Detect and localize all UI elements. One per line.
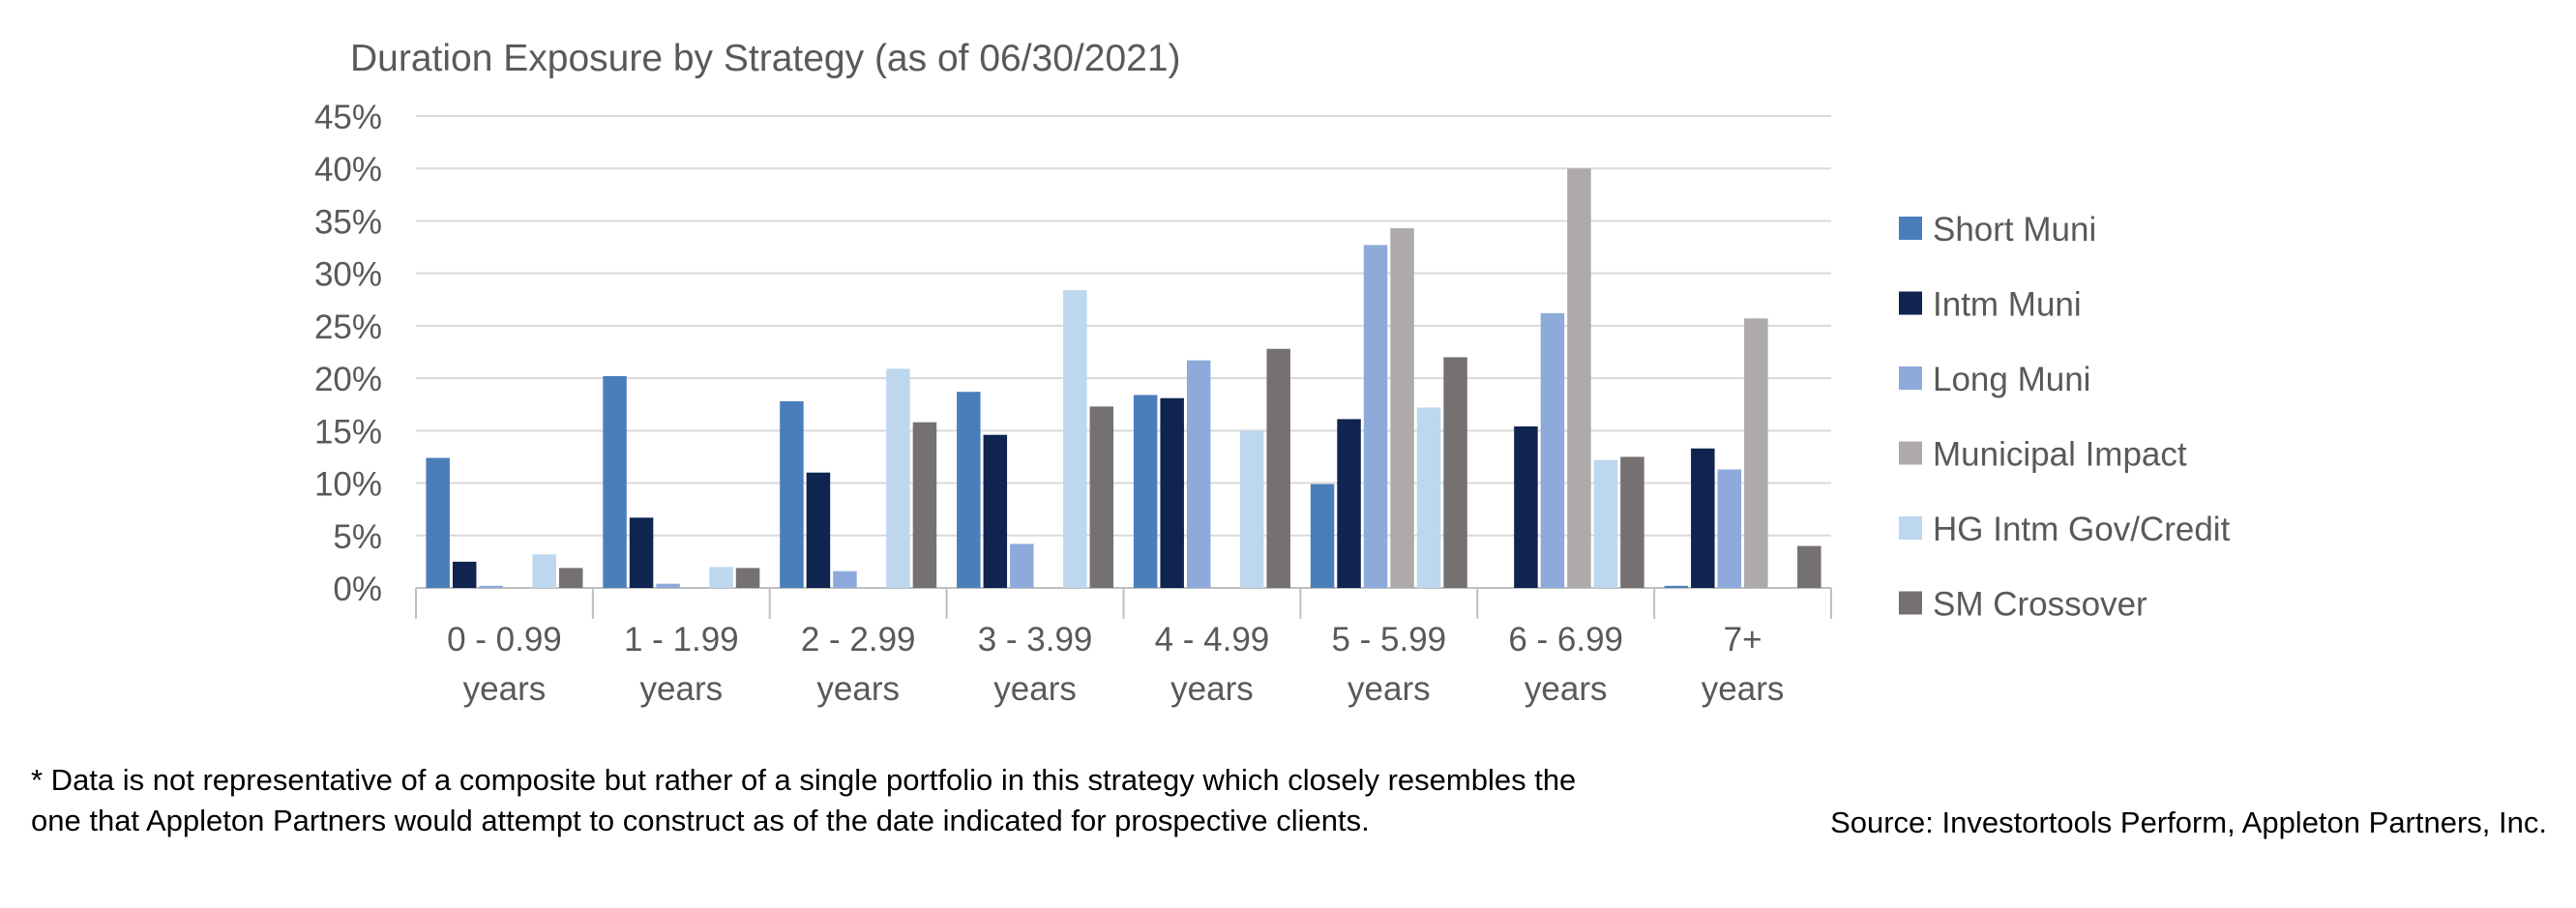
bar: [1540, 312, 1565, 588]
bar: [426, 457, 450, 588]
y-tick-label: 5%: [333, 518, 382, 556]
bar: [1593, 459, 1618, 588]
source-note: Source: Investortools Perform, Appleton …: [1830, 805, 2547, 839]
bar: [983, 434, 1008, 588]
x-tick-label: 0 - 0.99 years: [447, 621, 562, 708]
legend-label: Intm Muni: [1933, 286, 2082, 324]
legend-swatch: [1899, 217, 1922, 240]
bar: [709, 567, 733, 588]
legend-label: SM Crossover: [1933, 586, 2147, 624]
bar: [1160, 397, 1184, 588]
x-tick-label: 7+ years: [1702, 621, 1785, 708]
legend-label: Municipal Impact: [1933, 436, 2187, 474]
y-tick-label: 25%: [314, 308, 382, 346]
x-tick-label: 6 - 6.99 years: [1508, 621, 1623, 708]
bar: [1310, 483, 1335, 588]
y-tick-label: 0%: [333, 571, 382, 608]
bar: [1266, 348, 1290, 588]
footnote: * Data is not representative of a compos…: [31, 763, 1577, 837]
x-tick-label: 4 - 4.99 years: [1155, 621, 1270, 708]
bar: [957, 392, 981, 588]
x-tick-label: 5 - 5.99 years: [1331, 621, 1446, 708]
bar: [1691, 448, 1715, 588]
bars: [426, 168, 1821, 589]
legend-swatch: [1899, 441, 1922, 465]
x-axis: 0 - 0.99 years 1 - 1.99 years 2 - 2.99 years 3…: [415, 588, 1832, 708]
bar: [479, 585, 503, 588]
bar: [1664, 585, 1689, 588]
bar: [558, 568, 583, 588]
bar: [1797, 545, 1821, 588]
legend-swatch: [1899, 591, 1922, 615]
y-tick-label: 30%: [314, 256, 382, 294]
y-tick-label: 10%: [314, 466, 382, 504]
bar: [1063, 290, 1087, 588]
y-tick-label: 15%: [314, 413, 382, 451]
y-axis-ticks: 0% 5% 10% 15% 20% 25% 30% 35% 40% 45%: [314, 99, 382, 608]
bar: [1337, 419, 1361, 588]
bar: [603, 375, 627, 588]
legend-swatch: [1899, 366, 1922, 390]
bar: [1514, 425, 1538, 588]
bar: [1010, 543, 1034, 588]
bar: [1390, 228, 1414, 588]
x-tick-label: 3 - 3.99 years: [978, 621, 1093, 708]
bar: [1239, 430, 1264, 588]
y-tick-label: 35%: [314, 203, 382, 241]
x-tick-label: 2 - 2.99 years: [801, 621, 916, 708]
bar: [912, 422, 937, 588]
bar: [452, 561, 477, 588]
bar: [629, 517, 654, 588]
bar: [1089, 406, 1114, 588]
legend-label: Long Muni: [1933, 361, 2090, 398]
bar: [656, 583, 680, 588]
legend-label: HG Intm Gov/Credit: [1933, 511, 2231, 548]
y-tick-label: 45%: [314, 99, 382, 136]
gridlines: [416, 115, 1831, 589]
y-tick-label: 20%: [314, 361, 382, 398]
bar: [1620, 456, 1644, 588]
bar: [532, 554, 556, 588]
legend-swatch: [1899, 516, 1922, 540]
legend-swatch: [1899, 291, 1922, 315]
bar: [1186, 360, 1211, 588]
y-tick-label: 40%: [314, 151, 382, 189]
bar: [1744, 318, 1768, 588]
bar: [1416, 407, 1441, 588]
chart-title: Duration Exposure by Strategy (as of 06/…: [350, 38, 1181, 79]
bar: [1717, 469, 1742, 588]
bar: [833, 571, 857, 588]
bar: [886, 368, 910, 588]
bar: [780, 400, 804, 588]
bar: [1567, 168, 1591, 588]
bar: [1443, 357, 1467, 588]
legend: Short Muni Intm Muni Long Muni Municipal Im…: [1899, 211, 2231, 624]
x-tick-label: 1 - 1.99 years: [624, 621, 739, 708]
bar: [735, 568, 760, 588]
bar: [1133, 395, 1158, 588]
bar: [806, 472, 831, 588]
legend-label: Short Muni: [1933, 211, 2096, 249]
bar: [1363, 245, 1388, 589]
